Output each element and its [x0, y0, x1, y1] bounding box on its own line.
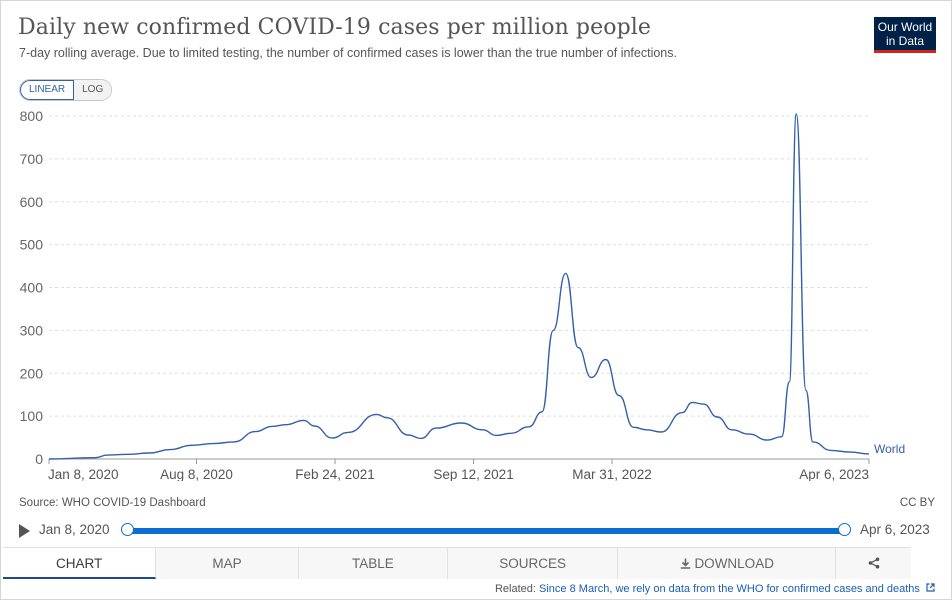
timeline-start-label: Jan 8, 2020	[39, 522, 110, 537]
scale-toggle: LINEAR LOG	[19, 79, 113, 101]
external-link-icon[interactable]	[926, 583, 935, 592]
tab-sources[interactable]: SOURCES	[448, 548, 619, 579]
logo-line-1: Our World	[877, 20, 933, 34]
tab-chart[interactable]: CHART	[3, 548, 157, 579]
license-label[interactable]: CC BY	[899, 497, 935, 509]
source-note: Source: WHO COVID-19 Dashboard	[19, 497, 206, 509]
series-label-world[interactable]: World	[874, 442, 905, 456]
y-tick-label: 700	[20, 151, 44, 167]
y-tick-label: 400	[20, 280, 44, 296]
related-link[interactable]: Since 8 March, we rely on data from the …	[539, 583, 920, 595]
x-tick-label: Mar 31, 2022	[572, 467, 652, 481]
related-prefix: Related:	[494, 583, 536, 595]
download-icon	[680, 558, 690, 569]
tab-download[interactable]: DOWNLOAD	[618, 548, 837, 579]
logo-line-2: in Data	[885, 34, 925, 48]
line-chart: 0 100 200 300 400 500 600 700 800 Jan 8, 2020 Aug …	[20, 108, 905, 481]
x-tick-label: Apr 6, 2023	[799, 467, 869, 481]
y-tick-label: 300	[20, 322, 44, 338]
series-line-world[interactable]	[48, 113, 870, 460]
tab-table[interactable]: TABLE	[298, 548, 449, 579]
x-tick-label: Jan 8, 2020	[48, 467, 119, 481]
owid-logo[interactable]: Our World in Data	[874, 17, 936, 53]
y-tick-label: 800	[20, 108, 44, 124]
x-tick-label: Aug 8, 2020	[160, 467, 233, 481]
linear-scale-button[interactable]: LINEAR	[20, 80, 75, 100]
timeline-start-handle[interactable]	[121, 523, 134, 536]
timeline-track[interactable]	[129, 528, 845, 534]
timeline-end-handle[interactable]	[838, 523, 851, 536]
y-tick-label: 100	[20, 408, 44, 424]
y-tick-label: 500	[20, 237, 44, 253]
timeline-end-label: Apr 6, 2023	[860, 522, 930, 537]
related-note: Related: Since 8 March, we rely on data …	[495, 583, 935, 595]
x-tick-label: Feb 24, 2021	[295, 467, 375, 481]
x-tick-label: Sep 12, 2021	[433, 467, 513, 481]
y-tick-label: 200	[20, 365, 44, 381]
share-button[interactable]	[836, 548, 911, 579]
tab-map[interactable]: MAP	[156, 548, 299, 579]
download-label: DOWNLOAD	[694, 556, 774, 571]
chart-title: Daily new confirmed COVID-19 cases per m…	[18, 15, 652, 40]
y-tick-label: 0	[35, 451, 43, 467]
y-tick-label: 600	[20, 194, 44, 210]
timeline: Jan 8, 2020 Apr 6, 2023	[19, 520, 937, 542]
play-icon[interactable]	[19, 524, 30, 538]
tab-bar: CHART MAP TABLE SOURCES DOWNLOAD	[3, 547, 911, 579]
log-scale-button[interactable]: LOG	[74, 80, 112, 100]
chart-subtitle: 7-day rolling average. Due to limited te…	[19, 46, 677, 60]
share-icon	[868, 557, 879, 569]
